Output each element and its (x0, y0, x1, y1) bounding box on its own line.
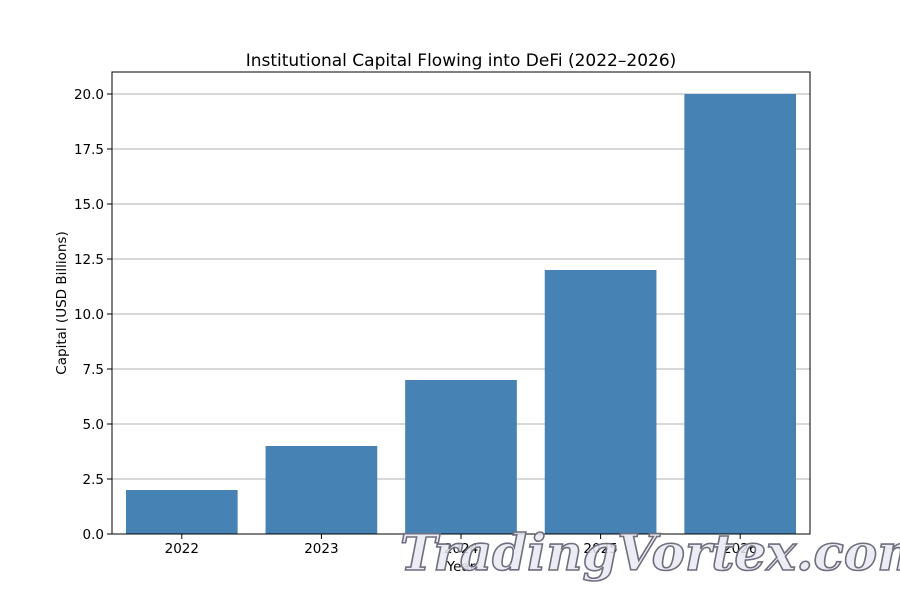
y-tick-label: 20.0 (74, 87, 104, 103)
bar-2023 (265, 446, 378, 534)
y-gridlines (112, 93, 810, 535)
y-axis-ticks: 0.0 2.5 5.0 7.5 10.0 12.5 15.0 17.5 20.0 (74, 87, 112, 543)
bar-2026 (684, 94, 797, 534)
x-axis-ticks: 2022 2023 2024 2025 2026 (165, 534, 757, 557)
y-tick-label: 0.0 (83, 527, 104, 543)
y-tick-label: 15.0 (74, 197, 104, 213)
bar-2022 (125, 490, 238, 534)
y-tick-label: 10.0 (74, 307, 104, 323)
watermark-text: TradingVortex.com (400, 523, 900, 582)
x-tick-label: 2022 (165, 541, 199, 557)
y-tick-label: 17.5 (74, 142, 104, 158)
bars (125, 94, 797, 534)
x-tick-label: 2024 (444, 541, 478, 557)
y-axis-label: Capital (USD Billions) (54, 231, 70, 374)
bar-2025 (544, 270, 657, 534)
y-tick-label: 5.0 (83, 417, 104, 433)
x-tick-label: 2025 (583, 541, 617, 557)
x-axis-label: Year (446, 559, 476, 575)
x-tick-label: 2023 (304, 541, 338, 557)
x-tick-label: 2026 (723, 541, 757, 557)
bar-2024 (405, 380, 517, 534)
y-tick-label: 7.5 (83, 362, 104, 378)
chart-title: Institutional Capital Flowing into DeFi … (246, 51, 677, 71)
y-tick-label: 12.5 (74, 252, 104, 268)
y-tick-label: 2.5 (83, 472, 104, 488)
